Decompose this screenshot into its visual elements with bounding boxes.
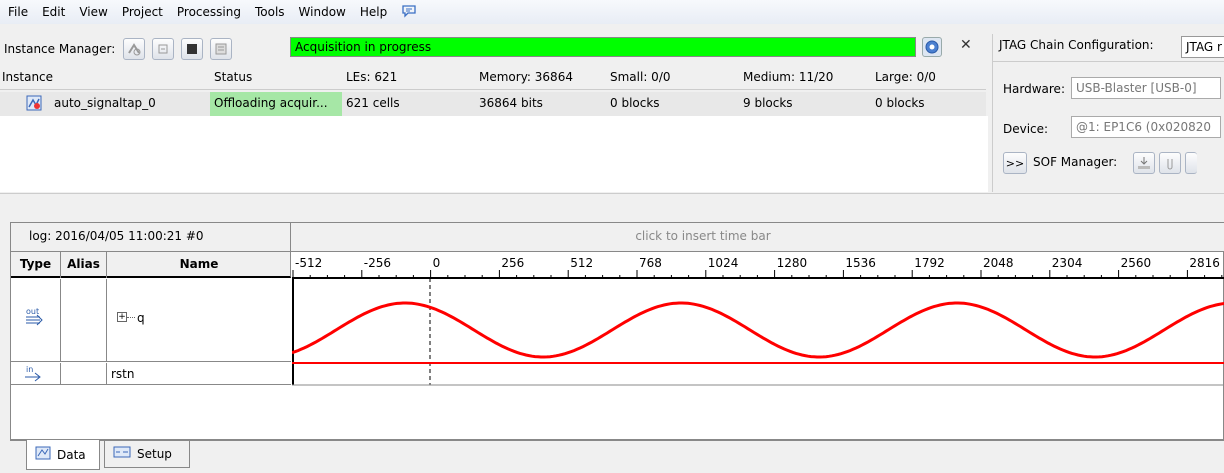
tab-data[interactable]: Data xyxy=(26,440,100,470)
jtag-file-field[interactable]: JTAG r xyxy=(1181,36,1224,58)
time-tick-label: 2304 xyxy=(1052,256,1083,270)
close-icon[interactable]: ✕ xyxy=(960,37,972,53)
time-tick-label: 256 xyxy=(501,256,524,270)
device-select[interactable]: @1: EP1C6 (0x020820 xyxy=(1071,116,1221,138)
hardware-label: Hardware: xyxy=(1003,82,1065,96)
menu-file[interactable]: File xyxy=(8,5,29,19)
run-analysis-button[interactable] xyxy=(152,38,175,60)
menu-bar: File Edit View Project Processing Tools … xyxy=(0,0,1224,24)
feedback-icon[interactable] xyxy=(395,4,425,21)
expand-button[interactable]: >> xyxy=(1003,152,1027,174)
menu-tools[interactable]: Tools xyxy=(254,5,285,19)
signal-name-rstn: rstn xyxy=(111,367,135,381)
program-device-icon[interactable] xyxy=(1133,152,1155,174)
q-waveform xyxy=(292,301,1224,359)
log-header: log: 2016/04/05 11:00:21 #0 xyxy=(11,223,291,252)
col-status[interactable]: Status xyxy=(214,70,253,84)
menu-help[interactable]: Help xyxy=(359,5,388,19)
time-tick-label: 512 xyxy=(570,256,593,270)
alias-cell xyxy=(61,279,107,361)
type-cell: out xyxy=(11,279,61,361)
status-cell-bg xyxy=(210,92,342,116)
acquisition-status: Acquisition in progress xyxy=(290,37,916,57)
device-label: Device: xyxy=(1003,122,1049,136)
autorun-button[interactable] xyxy=(123,38,146,60)
sof-manager-label: SOF Manager: xyxy=(1033,155,1118,169)
attach-file-icon[interactable] xyxy=(1159,152,1181,174)
instance-status: Offloading acquir... xyxy=(214,96,328,110)
jtag-title: JTAG Chain Configuration: xyxy=(999,38,1154,52)
waveform-view[interactable]: -512 -256 0 256 512 768 1024 1280 1536 1792 2048 23… xyxy=(292,252,1224,441)
tab-data-label: Data xyxy=(57,447,86,462)
instance-name: auto_signaltap_0 xyxy=(54,96,156,110)
setup-tab-icon xyxy=(113,446,131,461)
expand-toggle[interactable]: + xyxy=(117,312,127,322)
instance-manager-label: Instance Manager: xyxy=(4,42,116,56)
menu-project[interactable]: Project xyxy=(121,5,163,19)
tab-setup[interactable]: Setup xyxy=(104,440,190,468)
instance-icon xyxy=(26,95,42,114)
col-les[interactable]: LEs: 621 xyxy=(346,70,398,84)
time-tick-label: 2048 xyxy=(983,256,1014,270)
type-out-text: out xyxy=(26,307,39,316)
signaltap-data-pane: log: 2016/04/05 11:00:21 #0 click to ins… xyxy=(10,222,1224,440)
read-data-button[interactable] xyxy=(210,38,233,60)
instance-small: 0 blocks xyxy=(610,96,660,110)
time-tick-label: 0 xyxy=(433,256,441,270)
signal-row-rstn[interactable]: in rstn xyxy=(11,363,291,385)
data-tab-icon xyxy=(35,446,51,463)
col-large[interactable]: Large: 0/0 xyxy=(875,70,936,84)
menu-view[interactable]: View xyxy=(79,5,108,19)
more-button[interactable] xyxy=(1185,152,1197,174)
time-tick-label: 2816 xyxy=(1189,256,1220,270)
type-in-text: in xyxy=(26,365,33,374)
refresh-icon[interactable] xyxy=(922,37,942,57)
time-ruler: -512 -256 0 256 512 768 1024 1280 1536 1792 2048 23… xyxy=(292,256,1223,278)
time-tick-label: 768 xyxy=(639,256,662,270)
table-row[interactable]: auto_signaltap_0 Offloading acquir... 62… xyxy=(0,92,986,116)
output-bus-icon: out xyxy=(23,305,45,330)
instance-table-header: Instance Status LEs: 621 Memory: 36864 S… xyxy=(0,66,986,90)
time-tick-label: 1792 xyxy=(914,256,945,270)
col-name[interactable]: Name xyxy=(179,257,219,271)
menu-edit[interactable]: Edit xyxy=(42,5,66,19)
hardware-select[interactable]: USB-Blaster [USB-0] xyxy=(1071,77,1221,99)
bottom-tabs: Data Setup xyxy=(10,440,1224,473)
signal-name-q: q xyxy=(137,311,145,325)
time-bar-hint[interactable]: click to insert time bar xyxy=(291,223,1224,252)
alias-cell xyxy=(61,363,107,384)
instance-large: 0 blocks xyxy=(875,96,925,110)
col-instance[interactable]: Instance xyxy=(2,70,54,84)
instance-les: 621 cells xyxy=(346,96,400,110)
time-tick-label: 1024 xyxy=(708,256,739,270)
time-tick-label: 1536 xyxy=(845,256,876,270)
type-cell: in xyxy=(11,363,61,384)
col-memory[interactable]: Memory: 36864 xyxy=(479,70,573,84)
menu-processing[interactable]: Processing xyxy=(176,5,241,19)
input-pin-icon: in xyxy=(23,363,47,386)
instance-memory: 36864 bits xyxy=(479,96,543,110)
panel-separator xyxy=(0,193,1224,203)
instance-table-empty-area xyxy=(0,116,988,192)
jtag-panel: JTAG Chain Configuration: JTAG r Hardwar… xyxy=(992,34,1224,192)
signal-row-q[interactable]: out + q xyxy=(11,279,291,362)
time-tick-label: 1280 xyxy=(777,256,808,270)
time-tick-label: 2560 xyxy=(1121,256,1152,270)
time-tick-label: -256 xyxy=(364,256,391,270)
tree-line xyxy=(127,317,135,318)
col-small[interactable]: Small: 0/0 xyxy=(610,70,671,84)
col-medium[interactable]: Medium: 11/20 xyxy=(743,70,834,84)
menu-window[interactable]: Window xyxy=(298,5,346,19)
stop-analysis-button[interactable] xyxy=(181,38,204,60)
col-alias[interactable]: Alias xyxy=(61,252,107,278)
col-type[interactable]: Type xyxy=(11,252,61,278)
signal-columns-header: Type Alias Name xyxy=(11,252,291,278)
instance-medium: 9 blocks xyxy=(743,96,793,110)
jtag-header: JTAG Chain Configuration: JTAG r xyxy=(993,34,1224,62)
tab-setup-label: Setup xyxy=(137,446,172,461)
time-tick-label: -512 xyxy=(295,256,322,270)
